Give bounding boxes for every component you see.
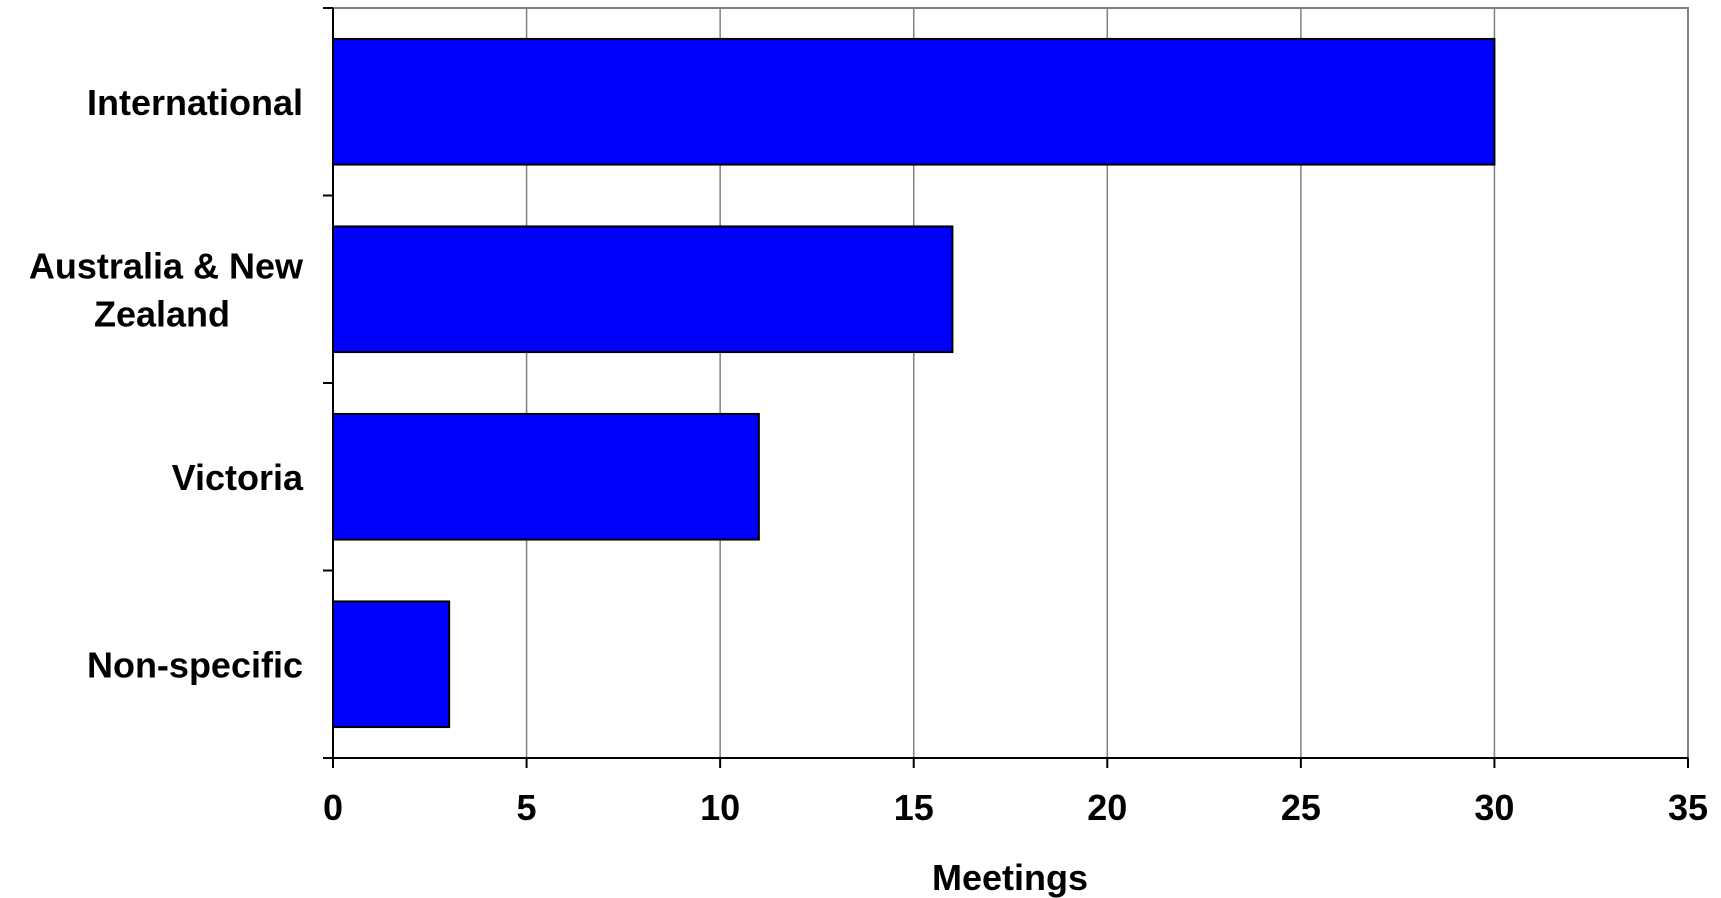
- x-tick-label: 10: [700, 787, 740, 828]
- category-labels: International Australia & New Zealand Victo…: [29, 82, 304, 686]
- category-label: Non-specific: [87, 644, 303, 685]
- x-tick-label: 0: [323, 787, 343, 828]
- bar-3: [333, 601, 449, 727]
- x-tick-label: 5: [517, 787, 537, 828]
- category-label-line: Australia & New: [29, 245, 304, 286]
- x-tick-label: 20: [1087, 787, 1127, 828]
- bar-0: [333, 39, 1494, 165]
- bar-2: [333, 414, 759, 540]
- category-label-line: Victoria: [172, 457, 304, 498]
- bar-1: [333, 226, 952, 352]
- category-label: Victoria: [172, 457, 304, 498]
- x-tick-label: 25: [1281, 787, 1321, 828]
- x-tick-label: 35: [1668, 787, 1708, 828]
- category-label-line: Non-specific: [87, 644, 303, 685]
- x-tick-label: 15: [894, 787, 934, 828]
- category-label-line: Zealand: [94, 293, 230, 334]
- x-tick-labels: 0 5 10 15 20 25 30 35: [323, 787, 1708, 828]
- category-label-line: International: [87, 82, 303, 123]
- category-label: Australia & New Zealand: [29, 245, 304, 334]
- x-tick-label: 30: [1474, 787, 1514, 828]
- x-axis-title: Meetings: [932, 857, 1088, 898]
- category-label: International: [87, 82, 303, 123]
